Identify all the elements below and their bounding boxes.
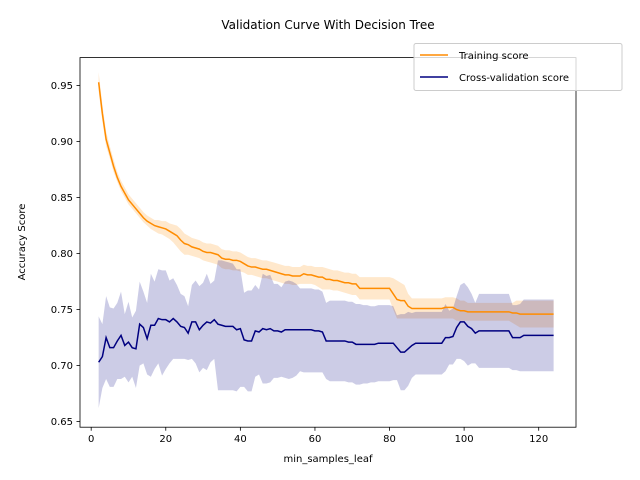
x-axis-label: min_samples_leaf [283,454,372,465]
x-tick-label: 100 [455,434,474,445]
y-axis-ticks: 0.65 0.70 0.75 0.80 0.85 0.90 0.95 [51,81,80,428]
y-tick-label: 0.75 [51,305,73,316]
x-tick-label: 120 [529,434,548,445]
x-tick-label: 80 [383,434,396,445]
x-tick-label: 20 [159,434,172,445]
training-score-band [98,72,554,328]
x-tick-label: 0 [88,434,94,445]
x-tick-label: 60 [309,434,322,445]
legend-label-training: Training score [458,51,529,62]
x-axis-ticks: 0 20 40 60 80 100 120 [88,427,548,445]
x-tick-label: 40 [234,434,247,445]
y-axis-label: Accuracy Score [17,204,28,281]
chart-title: Validation Curve With Decision Tree [221,18,434,32]
y-tick-label: 0.70 [51,361,73,372]
legend-box [413,43,623,91]
training-score-line [97,82,554,315]
legend-label-cross-validation: Cross-validation score [459,73,569,84]
y-tick-label: 0.80 [51,249,73,260]
y-tick-label: 0.85 [51,193,73,204]
y-tick-label: 0.65 [51,417,73,428]
legend: Training score Cross-validation score [413,43,623,91]
series-lines [97,82,554,363]
confidence-bands [98,72,554,409]
plot-frame [79,57,577,428]
y-tick-label: 0.95 [51,81,73,92]
cross-validation-score-band [98,260,554,409]
cross-validation-score-line [98,317,554,363]
y-tick-label: 0.90 [51,137,73,148]
